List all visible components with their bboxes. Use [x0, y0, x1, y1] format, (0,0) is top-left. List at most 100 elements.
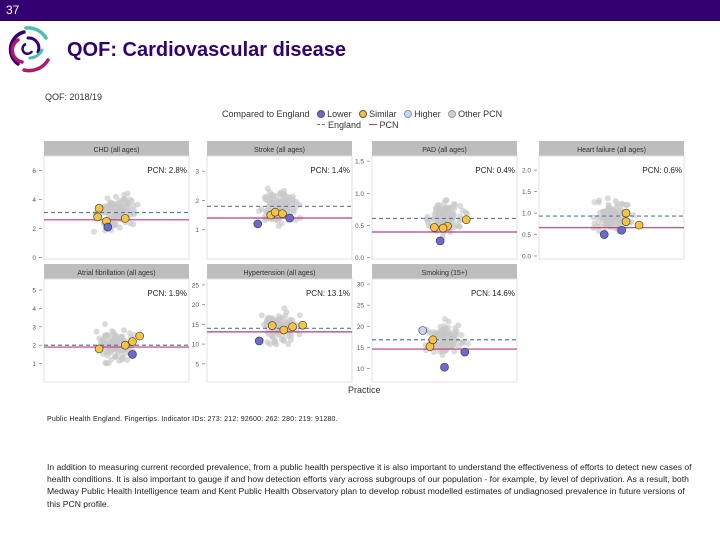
- legend-title: Compared to England: [222, 109, 310, 119]
- practice-point-lower: [253, 219, 263, 229]
- practice-point-similar: [267, 321, 277, 330]
- legend-other-marker: [448, 110, 457, 118]
- other-pcn-point: [607, 223, 614, 230]
- other-pcn-point: [130, 202, 137, 209]
- y-tick-label: 0.5: [355, 223, 364, 230]
- y-tick-label: 6: [32, 168, 36, 175]
- y-tick-label: 0.0: [355, 255, 364, 262]
- panel-strip: [207, 141, 352, 156]
- other-pcn-point: [281, 338, 288, 345]
- other-pcn-point: [609, 215, 616, 222]
- panel-plot-area: [206, 155, 353, 260]
- legend-pcn-line: [368, 124, 377, 125]
- other-pcn-point: [256, 208, 263, 215]
- body-paragraph: In addition to measuring current recorde…: [47, 462, 692, 509]
- y-tick-label: 25: [357, 303, 365, 310]
- y-tick-label: 0.0: [522, 253, 531, 260]
- practice-point-similar: [94, 344, 104, 354]
- other-pcn-point: [121, 327, 128, 334]
- other-pcn-point: [124, 356, 131, 363]
- y-tick-label: 4: [32, 197, 36, 204]
- pcn-value-label: PCN: 0.4%: [475, 166, 515, 175]
- other-pcn-point: [630, 212, 637, 219]
- y-tick-label: 15: [357, 345, 365, 352]
- other-pcn-point: [441, 316, 448, 323]
- y-tick-label: 0.5: [522, 232, 531, 239]
- panel-title: Heart failure (all ages): [577, 147, 646, 154]
- other-pcn-point: [287, 316, 294, 323]
- other-pcn-point: [448, 216, 455, 223]
- practice-point-similar: [94, 203, 104, 213]
- y-tick-label: 5: [195, 361, 199, 368]
- practice-point-similar: [278, 209, 287, 218]
- other-pcn-point: [594, 214, 601, 221]
- practice-point-similar: [634, 220, 644, 230]
- y-tick-label: 1.5: [355, 159, 364, 166]
- other-pcn-point: [103, 331, 110, 338]
- other-pcn-point: [456, 223, 463, 230]
- practice-point-similar: [428, 335, 438, 345]
- legend-lower-marker: [317, 110, 326, 118]
- other-pcn-point: [458, 332, 465, 339]
- other-pcn-point: [275, 223, 282, 230]
- other-pcn-point: [452, 329, 459, 336]
- practice-point-higher: [418, 326, 428, 335]
- other-pcn-point: [447, 329, 454, 336]
- other-pcn-point: [604, 195, 611, 202]
- y-tick-label: 20: [192, 302, 200, 309]
- other-pcn-point: [105, 360, 112, 367]
- other-pcn-point: [258, 312, 265, 319]
- panel-title: Atrial fibrillation (all ages): [77, 270, 155, 277]
- y-tick-label: 2: [32, 226, 36, 233]
- legend-similar-marker: [359, 110, 368, 118]
- legend-higher-marker: [404, 110, 413, 118]
- panel-strip: [207, 264, 352, 279]
- other-pcn-point: [458, 339, 465, 346]
- other-pcn-point: [124, 190, 131, 197]
- practice-point-similar: [93, 212, 102, 222]
- other-pcn-point: [436, 348, 443, 355]
- legend-other: Other PCN: [458, 109, 503, 119]
- other-pcn-point: [112, 193, 119, 200]
- practice-point-lower: [460, 347, 470, 357]
- other-pcn-point: [116, 357, 123, 364]
- y-tick-label: 3: [195, 169, 199, 176]
- other-pcn-point: [127, 220, 134, 227]
- other-pcn-point: [438, 343, 445, 350]
- other-pcn-point: [462, 209, 469, 216]
- other-pcn-point: [591, 220, 598, 227]
- practice-point-similar: [461, 215, 471, 225]
- other-pcn-point: [600, 212, 607, 219]
- source-note: Public Health England. Fingertips. Indic…: [47, 416, 338, 423]
- y-tick-label: 25: [192, 282, 200, 289]
- panel-strip: [44, 264, 189, 279]
- other-pcn-point: [440, 329, 447, 336]
- other-pcn-point: [262, 195, 269, 202]
- other-pcn-point: [277, 189, 284, 196]
- practice-point-lower: [128, 350, 137, 359]
- panel-title: Smoking (15+): [422, 270, 468, 277]
- chart: CHD (all ages) 0 2 4 6 PCN: 2.8% Stroke (all a…: [32, 141, 685, 383]
- practice-point-similar: [438, 223, 448, 233]
- other-pcn-point: [437, 207, 444, 214]
- other-pcn-point: [126, 330, 133, 337]
- other-pcn-point: [296, 312, 303, 319]
- y-tick-label: 30: [357, 282, 365, 289]
- other-pcn-point: [440, 334, 447, 341]
- other-pcn-point: [116, 197, 123, 204]
- other-pcn-point: [596, 197, 603, 204]
- y-tick-label: 10: [192, 342, 200, 349]
- y-tick-label: 2: [32, 343, 36, 350]
- legend-pcn: PCN: [379, 120, 399, 130]
- practice-point-similar: [430, 223, 439, 232]
- other-pcn-point: [591, 199, 598, 206]
- legend-lines: England PCN: [317, 120, 399, 130]
- y-tick-label: 4: [32, 306, 36, 313]
- other-pcn-point: [278, 199, 285, 206]
- chart-subtitle: QOF: 2018/19: [45, 92, 103, 102]
- other-pcn-point: [127, 196, 134, 203]
- y-tick-label: 5: [32, 288, 36, 295]
- other-pcn-point: [456, 217, 463, 224]
- other-pcn-point: [90, 228, 97, 235]
- other-pcn-point: [267, 193, 274, 200]
